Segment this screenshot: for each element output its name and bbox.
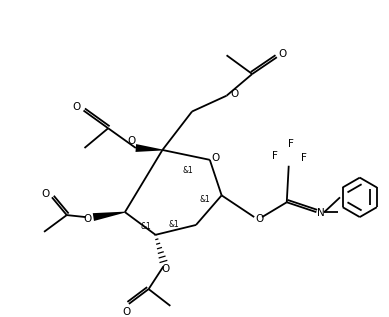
Text: O: O (212, 153, 220, 163)
Polygon shape (93, 212, 125, 221)
Text: O: O (128, 136, 136, 146)
Text: O: O (41, 189, 49, 199)
Text: N: N (317, 208, 325, 218)
Text: O: O (123, 307, 131, 317)
Text: F: F (272, 151, 278, 161)
Text: &1: &1 (169, 220, 180, 230)
Text: O: O (231, 89, 239, 99)
Text: O: O (279, 49, 287, 59)
Text: &1: &1 (200, 195, 210, 204)
Text: O: O (72, 101, 81, 112)
Text: O: O (255, 214, 263, 224)
Text: O: O (161, 264, 170, 274)
Text: O: O (83, 214, 91, 224)
Text: F: F (288, 139, 294, 149)
Text: &1: &1 (183, 166, 193, 175)
Text: F: F (301, 153, 307, 163)
Polygon shape (135, 144, 163, 152)
Text: &1: &1 (140, 223, 151, 231)
